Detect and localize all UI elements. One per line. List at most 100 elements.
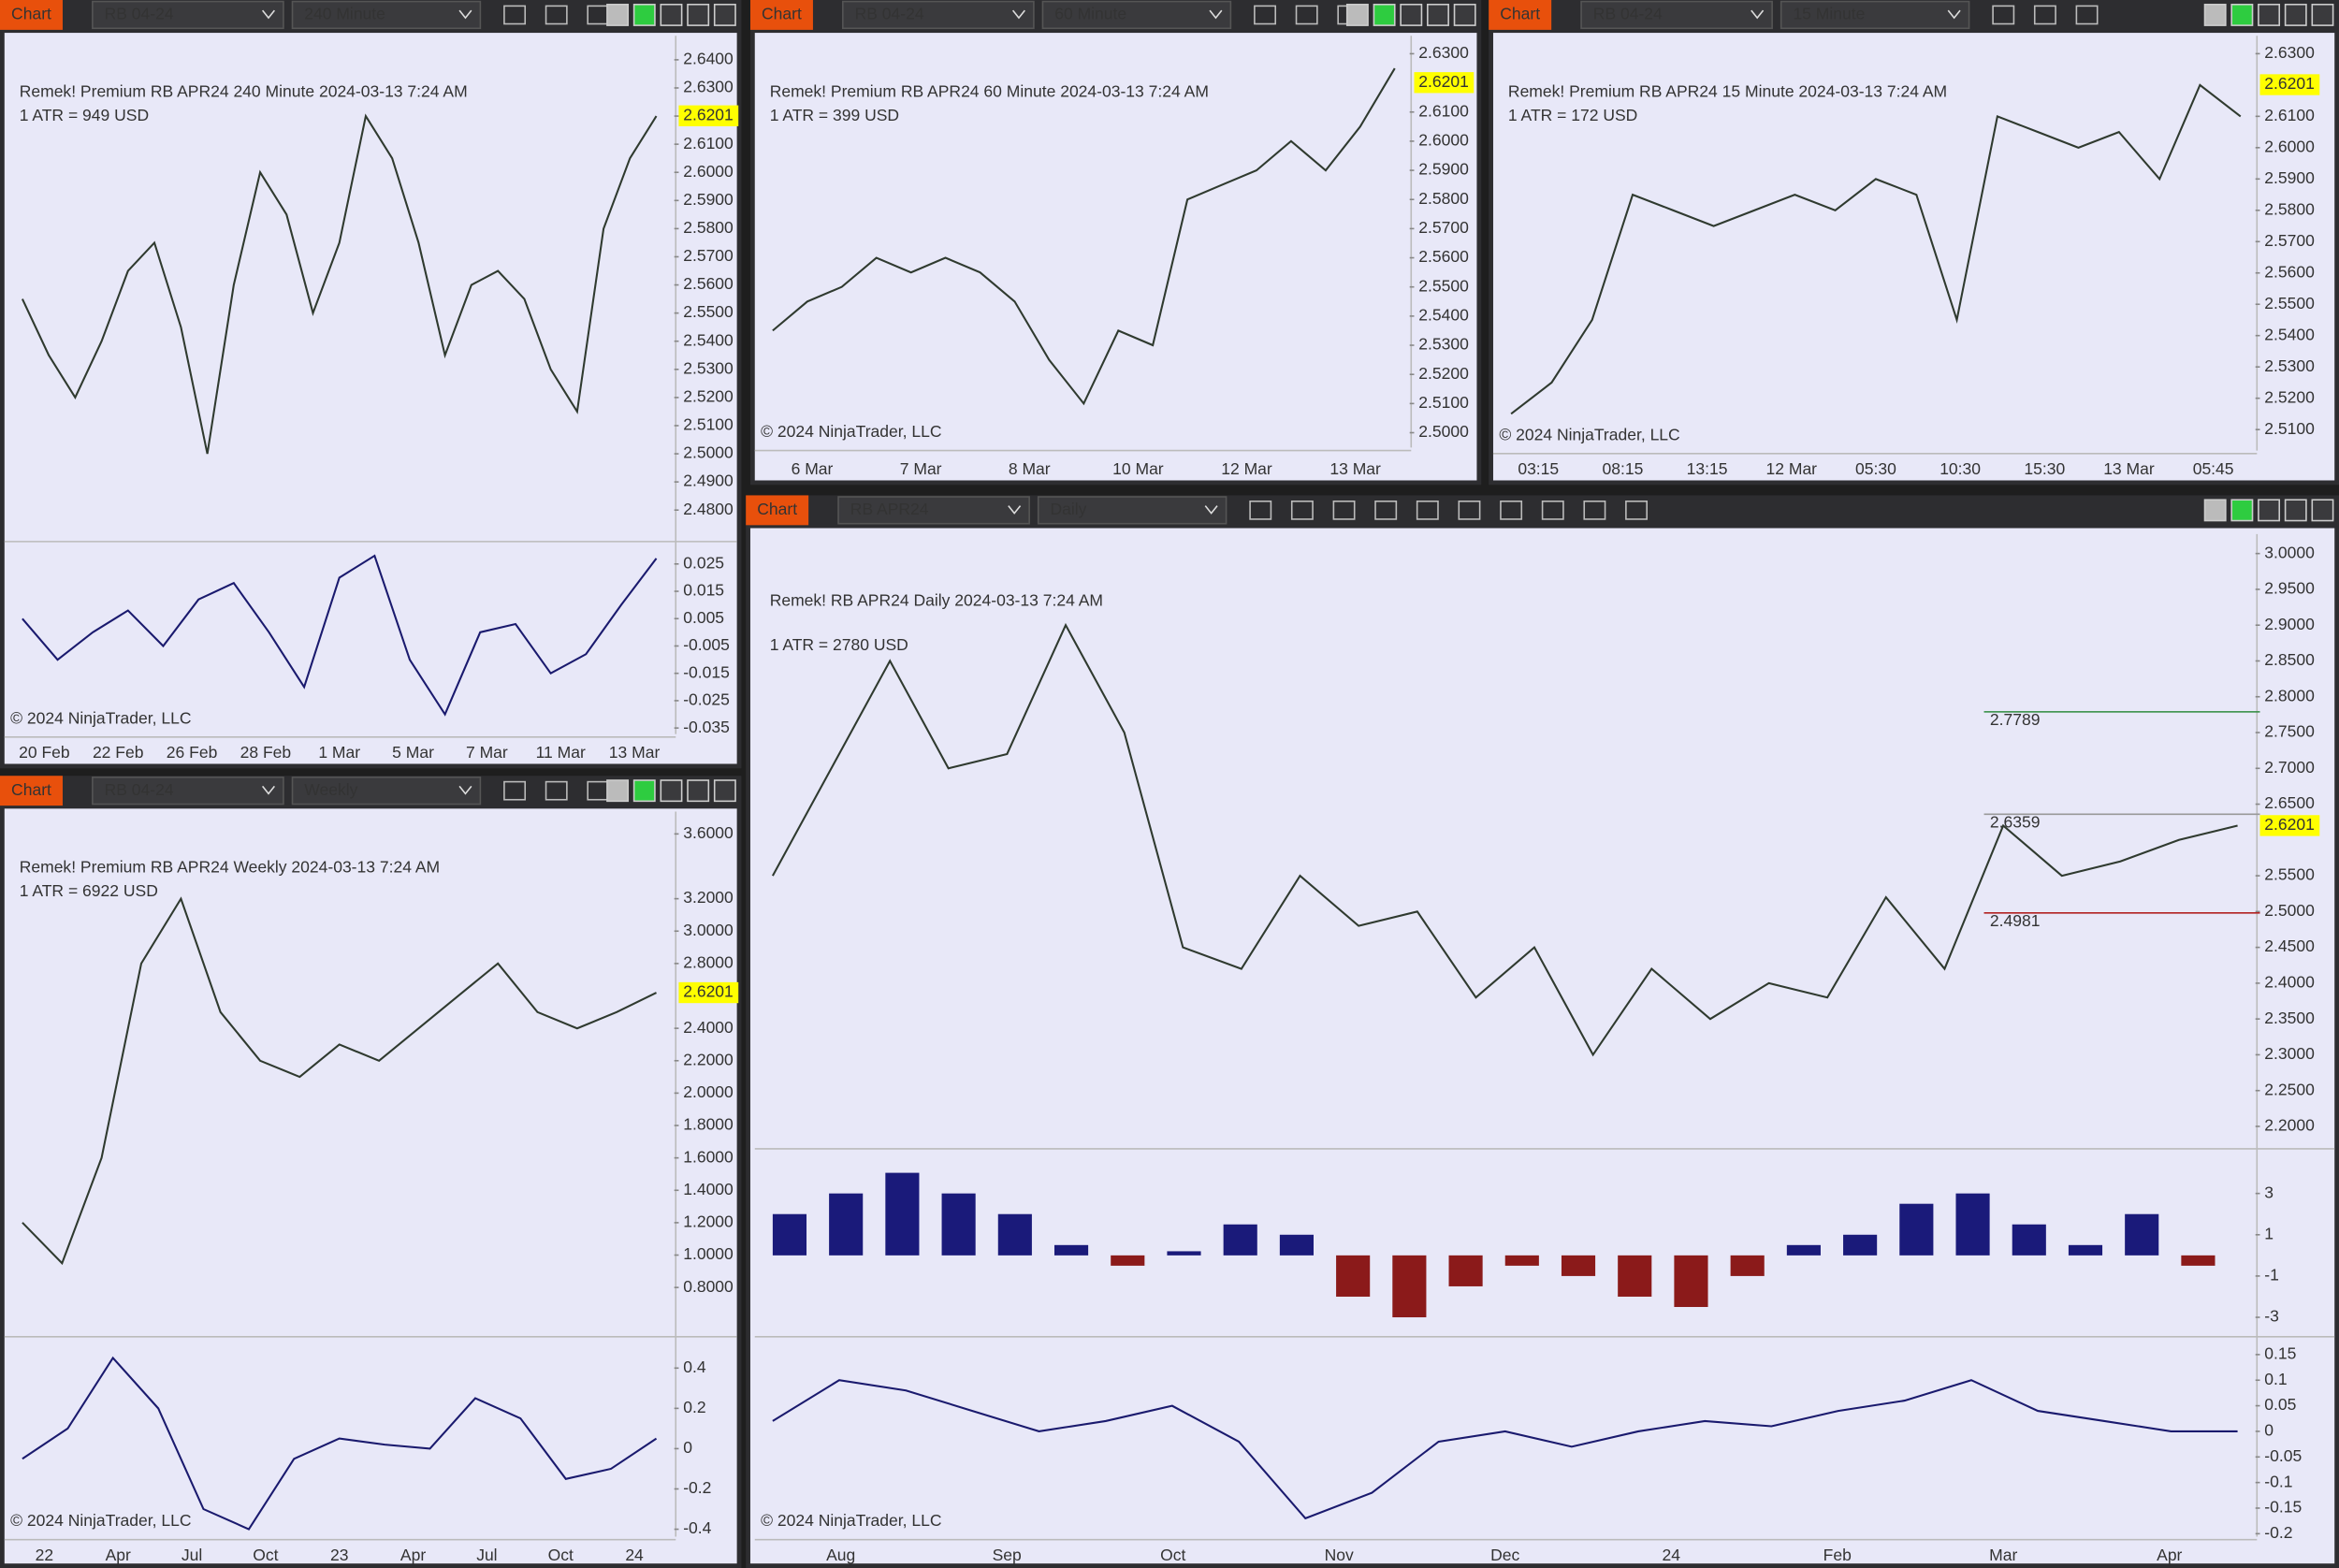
x-tick-label: 22 Feb	[93, 743, 144, 762]
chart-tab[interactable]	[749, 0, 813, 30]
price-line	[21, 113, 658, 455]
chart-tab[interactable]	[0, 776, 63, 806]
toolbar-icon[interactable]	[545, 780, 568, 801]
x-tick-label: Nov	[1325, 1546, 1354, 1564]
y-tick-label: 2.3000	[2264, 1044, 2315, 1063]
symbol-dropdown[interactable]	[92, 777, 284, 806]
window-button[interactable]	[632, 779, 656, 803]
toolbar-icon[interactable]	[1583, 501, 1606, 520]
y-tick-label: 2.5200	[2264, 387, 2315, 406]
price-line	[772, 67, 1396, 406]
window-button[interactable]	[687, 779, 710, 803]
window-button[interactable]	[632, 3, 656, 26]
copyright: © 2024 NinjaTrader, LLC	[10, 708, 191, 727]
y-tick-label: 2.5800	[1418, 189, 1469, 208]
window-button[interactable]	[2230, 3, 2254, 26]
toolbar-icon[interactable]	[2075, 5, 2099, 25]
y-tick-label: -0.015	[683, 662, 730, 681]
window-button[interactable]	[2311, 3, 2334, 26]
window-button[interactable]	[2311, 499, 2334, 522]
y-tick-label: 2.5000	[2264, 901, 2315, 920]
y-tick-label: 2.4000	[2264, 973, 2315, 992]
x-tick-label: 5 Mar	[392, 743, 434, 762]
window-button[interactable]	[2258, 3, 2281, 26]
histogram-bar	[1674, 1255, 1708, 1308]
window-button[interactable]	[687, 3, 710, 26]
symbol-dropdown[interactable]	[837, 496, 1030, 525]
symbol-dropdown[interactable]	[92, 0, 284, 30]
toolbar-icon[interactable]	[503, 780, 527, 801]
y-tick-label: 0	[2264, 1421, 2274, 1440]
window-button[interactable]	[1427, 3, 1449, 26]
y-tick-label: 2.5400	[1418, 305, 1469, 324]
chart-header: Remek! RB APR24 Daily 2024-03-13 7:24 AM	[770, 590, 1103, 609]
window-button[interactable]	[606, 779, 630, 803]
histogram-bar	[2181, 1255, 2216, 1266]
window-button[interactable]	[713, 779, 736, 803]
x-tick-label: 13 Mar	[2103, 459, 2155, 478]
x-tick-label: 05:30	[1855, 459, 1896, 478]
window-button[interactable]	[1373, 3, 1396, 26]
histogram-bar	[1167, 1251, 1201, 1256]
y-tick-label: 0.05	[2264, 1395, 2296, 1414]
toolbar-icon[interactable]	[1249, 501, 1272, 520]
chart-tab-label: Chart	[11, 5, 51, 23]
toolbar-icon[interactable]	[1416, 501, 1439, 520]
toolbar-icon[interactable]	[1295, 5, 1318, 25]
histogram-bar	[1448, 1255, 1483, 1286]
y-tick-label: 2.5800	[683, 218, 734, 237]
window-button[interactable]	[2203, 3, 2227, 26]
x-tick-label: 11 Mar	[536, 743, 586, 762]
window-button[interactable]	[1345, 3, 1369, 26]
toolbar-icon[interactable]	[1625, 501, 1649, 520]
toolbar-icon[interactable]	[1500, 501, 1523, 520]
window-button[interactable]	[660, 779, 683, 803]
chart-tab[interactable]	[746, 495, 809, 526]
symbol-label: RB APR24	[850, 500, 929, 518]
toolbar-icon[interactable]	[1374, 501, 1398, 520]
copyright: © 2024 NinjaTrader, LLC	[761, 422, 941, 441]
toolbar-icon[interactable]	[1458, 501, 1481, 520]
x-tick-label: 23	[330, 1546, 348, 1564]
toolbar-icon[interactable]	[545, 5, 568, 25]
interval-dropdown[interactable]	[1037, 496, 1228, 525]
y-tick-label: 2.5800	[2264, 199, 2315, 218]
interval-dropdown[interactable]	[1041, 0, 1232, 30]
toolbar-icon[interactable]	[503, 5, 527, 25]
symbol-dropdown[interactable]	[842, 0, 1035, 30]
chart-tab[interactable]	[0, 0, 63, 30]
y-tick-label: 0.005	[683, 608, 724, 627]
window-button[interactable]	[2230, 499, 2254, 522]
y-tick-label: 1.0000	[683, 1244, 734, 1263]
symbol-dropdown[interactable]	[1580, 0, 1773, 30]
toolbar-icon[interactable]	[1254, 5, 1276, 25]
interval-dropdown[interactable]	[1780, 0, 1970, 30]
window-button[interactable]	[1400, 3, 1423, 26]
window-button[interactable]	[660, 3, 683, 26]
window-button[interactable]	[2258, 499, 2281, 522]
window-button[interactable]	[2203, 499, 2227, 522]
interval-label: 15 Minute	[1793, 5, 1865, 23]
chart-area	[4, 33, 737, 764]
toolbar-icon[interactable]	[1332, 501, 1356, 520]
y-tick-label: 2.5700	[2264, 231, 2315, 250]
toolbar-icon[interactable]	[1290, 501, 1314, 520]
window-button[interactable]	[713, 3, 736, 26]
chart-header: Remek! Premium RB APR24 Weekly 2024-03-1…	[20, 858, 440, 877]
window-button[interactable]	[2284, 3, 2307, 26]
window-button[interactable]	[1453, 3, 1476, 26]
dropdown-arrow	[458, 785, 472, 795]
x-tick-label: Apr	[400, 1546, 426, 1564]
interval-dropdown[interactable]	[291, 777, 482, 806]
window-button[interactable]	[2284, 499, 2307, 522]
price-line	[1510, 83, 2242, 415]
last-price-box	[678, 105, 739, 126]
chart-tab[interactable]	[1489, 0, 1552, 30]
interval-dropdown[interactable]	[291, 0, 482, 30]
histogram-bar	[1955, 1193, 1990, 1256]
toolbar-icon[interactable]	[1541, 501, 1564, 520]
y-tick-label: 1.8000	[683, 1115, 734, 1134]
toolbar-icon[interactable]	[2033, 5, 2056, 25]
window-button[interactable]	[606, 3, 630, 26]
toolbar-icon[interactable]	[1992, 5, 2015, 25]
